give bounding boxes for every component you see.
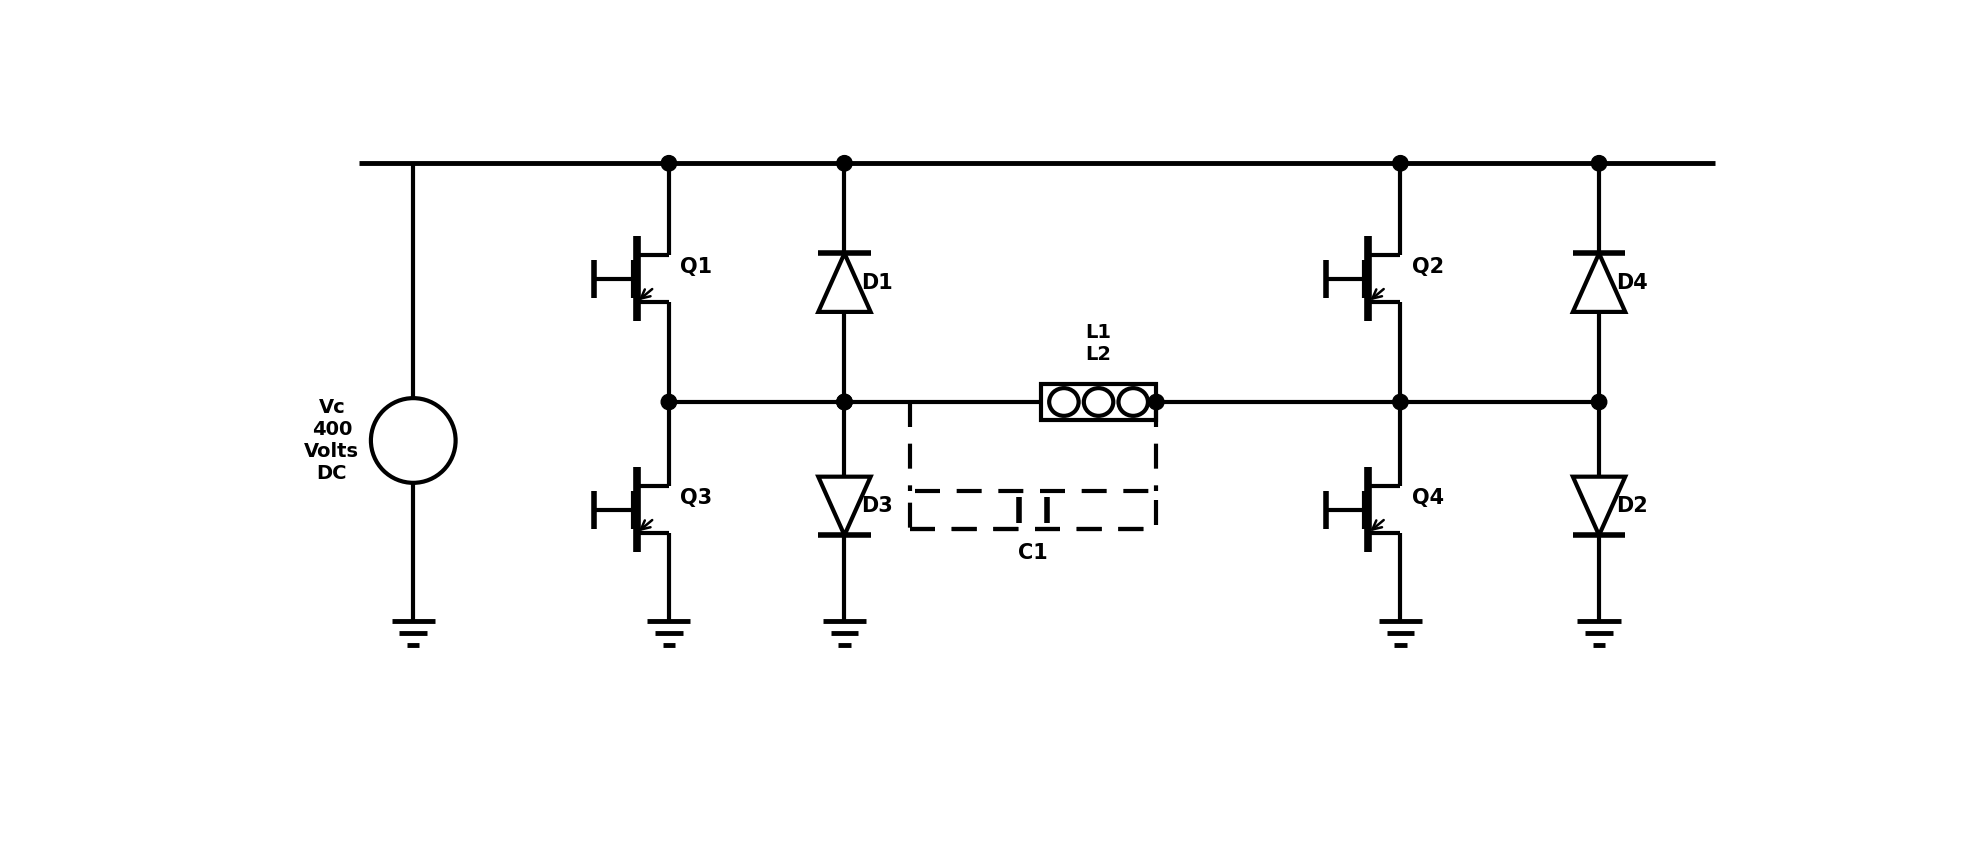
Circle shape [837,394,852,410]
Text: Q1: Q1 [681,257,712,278]
Text: D1: D1 [862,272,894,293]
Circle shape [1592,156,1606,171]
Circle shape [837,394,852,410]
Circle shape [661,156,677,171]
Bar [1042,383,1156,420]
Text: D2: D2 [1616,496,1647,516]
Circle shape [661,394,677,410]
Text: D4: D4 [1616,272,1647,293]
Circle shape [1148,394,1164,410]
Text: C1: C1 [1018,543,1048,563]
Circle shape [837,156,852,171]
Text: L1
L2: L1 L2 [1085,323,1111,364]
Circle shape [1393,394,1409,410]
Circle shape [1592,394,1606,410]
Circle shape [1393,156,1409,171]
Text: Vc
400
Volts
DC: Vc 400 Volts DC [304,398,359,483]
Text: Q3: Q3 [681,489,712,508]
Text: Q4: Q4 [1413,489,1444,508]
Text: D3: D3 [862,496,894,516]
Text: Q2: Q2 [1413,257,1444,278]
Bar [910,490,1156,529]
